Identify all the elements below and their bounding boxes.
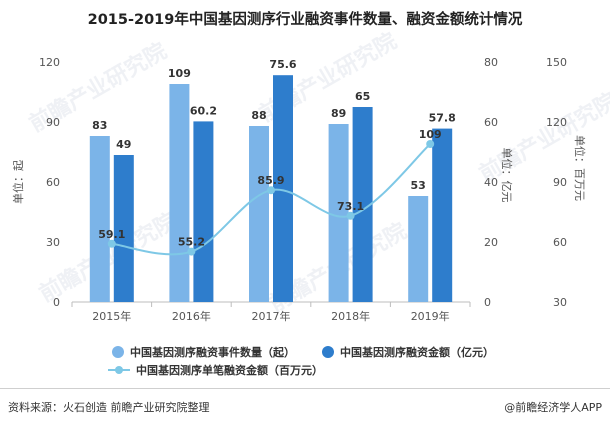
x-tick-label: 2019年 [411,309,450,323]
y-right2-tick-label: 60 [553,236,567,249]
legend-swatch-count [112,346,124,358]
legend-swatch-per-deal [108,364,130,376]
y-right1-tick-label: 0 [484,296,491,309]
x-tick-label: 2016年 [172,309,211,323]
bar-amount [273,75,293,302]
y-right2-tick-label: 120 [546,116,567,129]
data-label-amount: 60.2 [190,104,217,117]
point-per-deal [267,186,275,195]
line-per-deal [111,143,431,256]
data-label-count: 88 [251,109,266,122]
y-left-tick-label: 0 [53,296,60,309]
legend-label-per-deal: 中国基因测序单笔融资金额（百万元） [136,364,323,377]
data-label-per-deal: 73.1 [337,200,364,213]
y-right2-tick-label: 90 [553,176,567,189]
legend-item-count: 中国基因测序融资事件数量（起） [112,344,295,360]
y-right2-tick-label: 150 [546,56,567,69]
data-label-amount: 49 [116,138,131,151]
y-left-tick-label: 30 [46,236,60,249]
data-label-per-deal: 59.1 [98,228,125,241]
data-label-count: 109 [168,67,191,80]
legend-label-amount: 中国基因测序融资金额（亿元） [340,346,494,359]
y-left-tick-label: 120 [39,56,60,69]
legend-item-amount: 中国基因测序融资金额（亿元） [322,344,494,360]
legend-item-per-deal: 中国基因测序单笔融资金额（百万元） [108,362,323,378]
y-right1-tick-label: 20 [484,236,498,249]
data-label-count: 53 [411,179,426,192]
x-tick-label: 2015年 [92,309,131,323]
bar-count [249,126,269,302]
point-per-deal [426,140,435,148]
bar-count [408,196,429,302]
point-per-deal [107,239,116,248]
y-left-tick-label: 60 [46,176,60,189]
x-tick-label: 2018年 [331,309,370,323]
chart-title: 2015-2019年中国基因测序行业融资事件数量、融资金额统计情况 [87,12,523,28]
data-label-per-deal: 109 [419,128,442,141]
data-label-count: 89 [331,107,346,120]
footer-divider [0,388,610,389]
legend-swatch-amount [322,346,334,358]
y-left-axis-label: 单位：起 [11,160,25,204]
y-right1-tick-label: 40 [484,176,498,189]
bar-amount [193,121,214,303]
legend-label-count: 中国基因测序融资事件数量（起） [130,346,295,359]
bar-amount [113,155,134,302]
data-label-per-deal: 55.2 [178,236,205,249]
data-label-per-deal: 85.9 [257,174,284,187]
y-right2-tick-label: 30 [553,296,567,309]
data-label-amount: 57.8 [429,112,456,125]
y-right1-tick-label: 60 [484,116,498,129]
data-label-amount: 75.6 [269,58,296,71]
bar-count [89,136,110,302]
point-per-deal [346,211,355,220]
y-right1-tick-label: 80 [484,56,498,69]
bar-amount [432,128,453,302]
source-note: 资料来源：火石创造 前瞻产业研究院整理 [8,401,210,414]
bar-count [169,84,190,302]
bar-amount [352,107,373,302]
data-label-count: 83 [92,119,107,132]
data-label-amount: 65 [355,90,370,103]
point-per-deal [187,247,196,256]
brand-mark: @前瞻经济学人APP [504,401,602,414]
bar-count [328,124,349,302]
x-tick-label: 2017年 [252,309,291,323]
y-left-tick-label: 90 [46,116,60,129]
y-right1-axis-label: 单位：亿元 [500,148,514,203]
y-right2-axis-label: 单位：百万元 [573,135,587,201]
